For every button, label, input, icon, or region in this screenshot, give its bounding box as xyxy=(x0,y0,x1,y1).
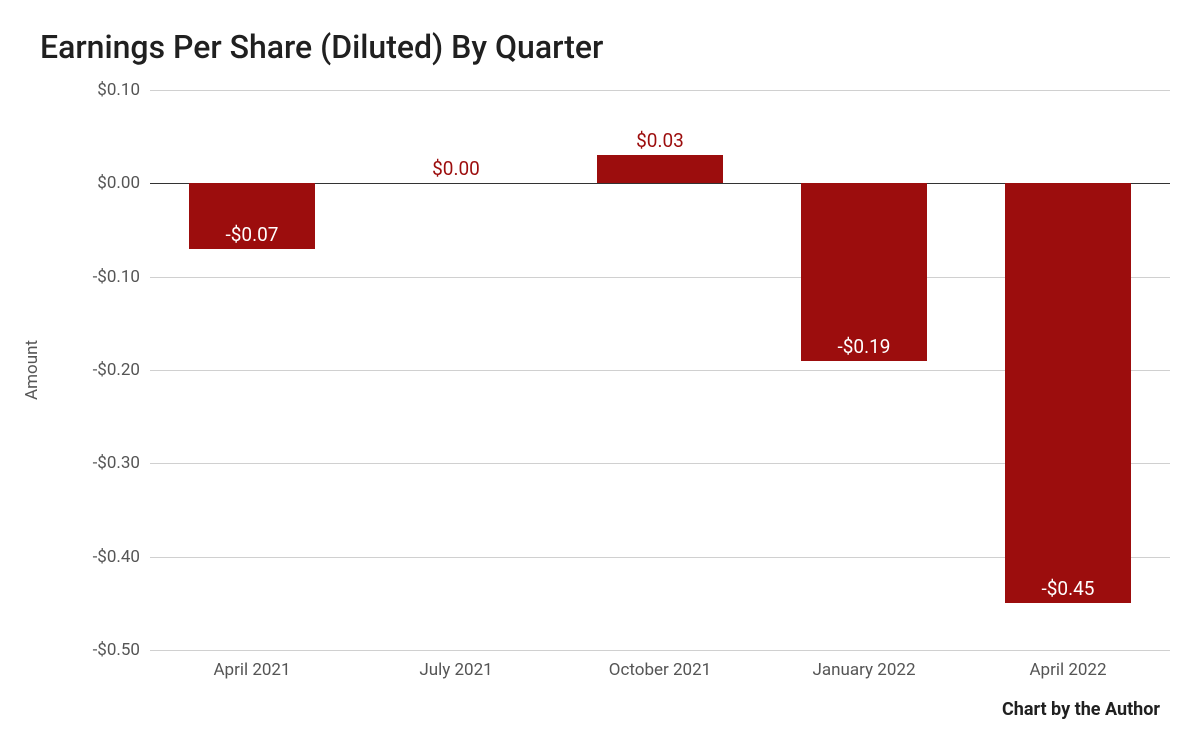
x-tick-label: January 2022 xyxy=(812,660,915,680)
bar xyxy=(597,155,723,183)
chart-caption: Chart by the Author xyxy=(1002,699,1160,720)
y-axis-label: Amount xyxy=(22,340,42,400)
y-tick-label: -$0.20 xyxy=(60,360,140,380)
bar-value-label: -$0.19 xyxy=(838,335,891,358)
y-tick-label: -$0.50 xyxy=(60,640,140,660)
x-tick-label: October 2021 xyxy=(609,660,711,680)
gridline xyxy=(150,650,1170,651)
bar-value-label: $0.03 xyxy=(636,129,684,152)
y-tick-label: $0.10 xyxy=(60,80,140,100)
y-tick-label: -$0.40 xyxy=(60,547,140,567)
chart-title: Earnings Per Share (Diluted) By Quarter xyxy=(40,28,603,66)
x-tick-label: April 2021 xyxy=(213,660,290,680)
y-tick-label: -$0.30 xyxy=(60,453,140,473)
x-tick-label: July 2021 xyxy=(419,660,492,680)
x-tick-label: April 2022 xyxy=(1029,660,1106,680)
bar-value-label: -$0.45 xyxy=(1042,577,1095,600)
y-tick-label: -$0.10 xyxy=(60,267,140,287)
y-tick-label: $0.00 xyxy=(60,173,140,193)
gridline xyxy=(150,90,1170,91)
plot-area xyxy=(150,90,1170,650)
bar-value-label: -$0.07 xyxy=(226,223,279,246)
bar-value-label: $0.00 xyxy=(432,157,480,180)
bar xyxy=(1005,183,1131,603)
